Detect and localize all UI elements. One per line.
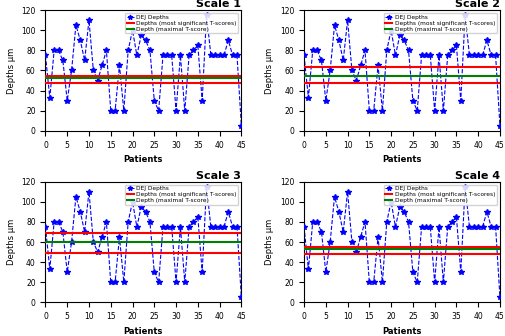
Y-axis label: Depths μm: Depths μm [265,219,274,265]
Legend: DEJ Depths, Depths (most significant T-scores), Depth (maximal T-score): DEJ Depths, Depths (most significant T-s… [384,184,497,205]
Legend: DEJ Depths, Depths (most significant T-scores), Depth (maximal T-score): DEJ Depths, Depths (most significant T-s… [384,13,497,34]
Y-axis label: Depths μm: Depths μm [265,47,274,94]
Text: Scale 4: Scale 4 [455,171,500,181]
Text: Scale 2: Scale 2 [455,0,500,9]
Y-axis label: Depths μm: Depths μm [7,219,16,265]
Legend: DEJ Depths, Depths (most significant T-scores), Depth (maximal T-score): DEJ Depths, Depths (most significant T-s… [125,184,238,205]
Text: Scale 1: Scale 1 [196,0,241,9]
Y-axis label: Depths μm: Depths μm [7,47,16,94]
X-axis label: Patients: Patients [124,155,163,164]
X-axis label: Patients: Patients [382,327,422,336]
X-axis label: Patients: Patients [382,155,422,164]
Legend: DEJ Depths, Depths (most significant T-scores), Depth (maximal T-score): DEJ Depths, Depths (most significant T-s… [125,13,238,34]
Text: Scale 3: Scale 3 [196,171,241,181]
X-axis label: Patients: Patients [124,327,163,336]
